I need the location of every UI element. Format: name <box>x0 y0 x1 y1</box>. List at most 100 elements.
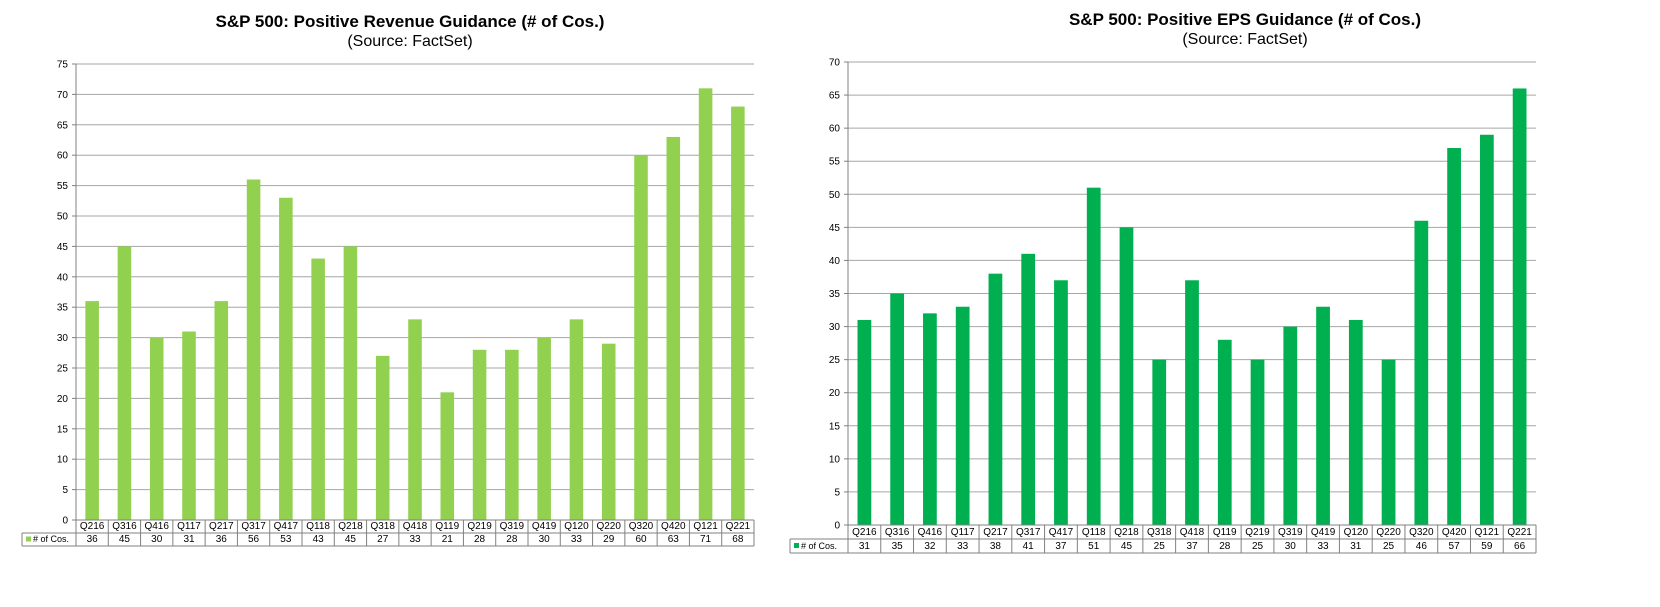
bar-Q117 <box>955 306 970 525</box>
category-label: Q317 <box>241 521 266 532</box>
y-tick-label: 15 <box>57 424 69 435</box>
category-label: Q218 <box>1114 527 1139 538</box>
category-label: Q218 <box>338 521 363 532</box>
bar-Q417 <box>1054 280 1068 525</box>
bar-Q420 <box>666 136 681 520</box>
category-label: Q319 <box>1278 527 1303 538</box>
bar-Q118 <box>1086 187 1101 525</box>
bar-Q220 <box>601 343 616 520</box>
y-tick-label: 70 <box>57 90 69 101</box>
bar-Q419 <box>537 337 551 520</box>
y-tick-label: 10 <box>57 455 69 466</box>
legend-swatch <box>26 536 31 542</box>
category-label: Q118 <box>1082 527 1106 538</box>
category-label: Q216 <box>80 521 105 532</box>
value-label: 37 <box>1055 541 1067 552</box>
value-label: 46 <box>1416 541 1428 552</box>
bar-Q218 <box>343 246 358 520</box>
category-label: Q219 <box>1245 527 1270 538</box>
bar-Q117 <box>182 331 196 520</box>
category-label: Q119 <box>435 521 459 532</box>
category-label: Q117 <box>177 521 201 532</box>
category-label: Q416 <box>144 521 169 532</box>
y-tick-label: 25 <box>829 355 841 366</box>
y-tick-label: 45 <box>57 242 69 253</box>
bar-Q121 <box>1479 134 1494 525</box>
legend-swatch <box>794 543 799 548</box>
bar-Q121 <box>698 88 713 520</box>
category-label: Q217 <box>983 527 1008 538</box>
category-label: Q418 <box>403 521 428 532</box>
value-label: 60 <box>635 534 647 545</box>
category-label: Q320 <box>1409 527 1434 538</box>
y-tick-label: 40 <box>829 256 841 267</box>
category-label: Q318 <box>1147 527 1172 538</box>
y-tick-label: 55 <box>57 181 69 192</box>
bar-Q418 <box>1185 280 1199 525</box>
y-tick-label: 65 <box>829 91 841 102</box>
value-label: 25 <box>1252 541 1264 552</box>
bar-Q119 <box>440 392 455 520</box>
value-label: 43 <box>313 534 325 545</box>
value-label: 28 <box>474 534 486 545</box>
value-label: 30 <box>1285 541 1297 552</box>
y-tick-label: 60 <box>57 151 69 162</box>
y-tick-label: 50 <box>829 190 841 201</box>
category-label: Q316 <box>885 527 910 538</box>
value-label: 21 <box>442 534 454 545</box>
bar-Q120 <box>569 319 584 520</box>
y-tick-label: 5 <box>834 487 840 498</box>
revenue-bar-chart: 0 5 10 15 20 25 30 35 40 45 50 55 60 65 70 75 Q216 36 Q316… <box>21 60 755 547</box>
category-label: Q120 <box>1344 527 1369 538</box>
value-label: 31 <box>1350 541 1362 552</box>
chart-subtitle: (Source: FactSet) <box>347 33 473 50</box>
y-tick-label: 25 <box>57 364 69 375</box>
value-label: 25 <box>1154 541 1166 552</box>
category-label: Q117 <box>951 527 975 538</box>
bar-Q221 <box>1512 88 1527 525</box>
category-label: Q420 <box>1442 527 1467 538</box>
value-label: 41 <box>1023 541 1035 552</box>
value-label: 51 <box>1088 541 1100 552</box>
value-label: 33 <box>409 534 421 545</box>
value-label: 36 <box>87 534 99 545</box>
value-label: 33 <box>571 534 583 545</box>
category-label: Q221 <box>726 521 751 532</box>
eps-guidance-chart: S&P 500: Positive EPS Guidance (# of Cos… <box>789 0 1660 607</box>
category-label: Q118 <box>306 521 330 532</box>
category-label: Q217 <box>209 521 234 532</box>
bar-Q319 <box>1283 326 1298 525</box>
y-tick-label: 20 <box>57 394 69 405</box>
bar-Q118 <box>311 258 325 520</box>
bar-Q320 <box>1414 220 1429 525</box>
bar-Q220 <box>1381 359 1396 525</box>
y-tick-label: 75 <box>57 60 69 71</box>
value-label: 25 <box>1383 541 1395 552</box>
category-label: Q220 <box>596 521 621 532</box>
value-label: 57 <box>1449 541 1461 552</box>
category-label: Q420 <box>661 521 686 532</box>
y-tick-label: 55 <box>829 157 841 168</box>
bar-Q219 <box>472 349 487 520</box>
value-label: 63 <box>668 534 680 545</box>
value-label: 59 <box>1481 541 1493 552</box>
chart-title: S&P 500: Positive Revenue Guidance (# of… <box>215 12 605 31</box>
bar-Q221 <box>731 106 745 520</box>
chart-subtitle: (Source: FactSet) <box>1182 31 1308 48</box>
category-label: Q318 <box>370 521 395 532</box>
y-tick-label: 30 <box>57 333 69 344</box>
value-label: 32 <box>924 541 936 552</box>
value-label: 33 <box>957 541 969 552</box>
bar-Q216 <box>857 319 872 525</box>
value-label: 28 <box>1219 541 1231 552</box>
y-tick-label: 45 <box>829 223 841 234</box>
value-label: 29 <box>603 534 615 545</box>
bar-Q317 <box>1021 253 1036 526</box>
y-tick-label: 60 <box>829 124 841 135</box>
value-label: 45 <box>119 534 131 545</box>
bar-Q217 <box>214 301 229 520</box>
y-tick-label: 0 <box>62 516 68 527</box>
value-label: 31 <box>859 541 871 552</box>
bar-Q216 <box>85 301 99 520</box>
y-tick-label: 50 <box>57 212 69 223</box>
